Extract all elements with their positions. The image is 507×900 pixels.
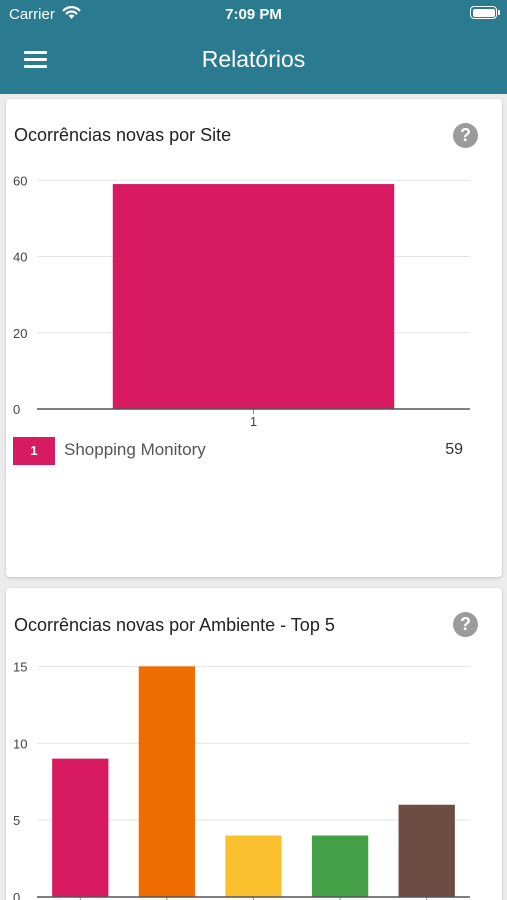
legend-name: Shopping Monitory bbox=[64, 440, 206, 459]
bar bbox=[225, 835, 282, 897]
y-tick-label: 40 bbox=[13, 250, 27, 265]
environment-report-card: Ocorrências novas por Ambiente - Top 5 ?… bbox=[6, 588, 502, 900]
y-tick-label: 60 bbox=[13, 173, 27, 188]
bar bbox=[112, 184, 395, 409]
legend-item: 1 Shopping Monitory 59 bbox=[13, 437, 463, 467]
card-title: Ocorrências novas por Site bbox=[14, 125, 232, 145]
y-tick-label: 10 bbox=[13, 736, 27, 751]
bar bbox=[311, 835, 369, 897]
hamburger-menu-icon[interactable] bbox=[24, 51, 48, 69]
carrier-label: Carrier bbox=[9, 6, 55, 23]
y-tick-label: 0 bbox=[13, 890, 20, 900]
card-title: Ocorrências novas por Ambiente - Top 5 bbox=[14, 615, 335, 635]
y-tick-label: 5 bbox=[13, 813, 20, 828]
help-icon[interactable]: ? bbox=[453, 123, 478, 148]
legend-swatch: 1 bbox=[13, 437, 55, 465]
environment-bar-chart: 0 5 10 15 bbox=[13, 659, 470, 900]
legend-value: 59 bbox=[445, 441, 463, 458]
help-icon[interactable]: ? bbox=[453, 612, 478, 637]
site-bar-chart: 0 20 40 60 1 bbox=[13, 173, 470, 429]
site-report-card: Ocorrências novas por Site ? 0 20 40 60 1 1 … bbox=[6, 99, 502, 577]
y-tick-label: 20 bbox=[13, 326, 27, 341]
bar bbox=[398, 804, 455, 897]
bar bbox=[52, 758, 109, 897]
app-bar: Carrier 7:09 PM Relatórios bbox=[0, 0, 507, 94]
wifi-icon bbox=[62, 6, 81, 19]
y-tick-label: 0 bbox=[13, 402, 20, 417]
y-tick-label: 15 bbox=[13, 659, 27, 674]
status-bar: Carrier 7:09 PM bbox=[0, 0, 507, 28]
bar bbox=[138, 666, 196, 897]
battery-icon bbox=[470, 6, 500, 19]
status-time: 7:09 PM bbox=[225, 6, 282, 23]
x-tick-label: 1 bbox=[250, 414, 257, 429]
page-title: Relatórios bbox=[201, 46, 306, 72]
